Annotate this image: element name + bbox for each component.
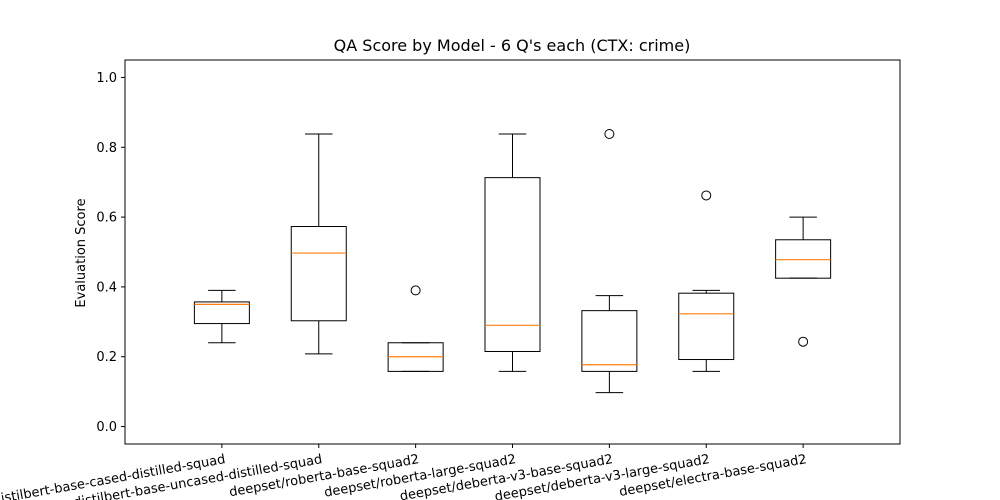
box-group bbox=[678, 190, 735, 372]
outlier-point bbox=[701, 190, 712, 201]
y-tick-label: 0.4 bbox=[96, 280, 117, 295]
box bbox=[290, 226, 347, 322]
y-axis: 0.0 0.2 0.4 0.6 0.8 1.0 bbox=[96, 71, 125, 435]
box-group bbox=[193, 289, 250, 344]
y-tick-label: 0.2 bbox=[96, 350, 117, 365]
y-tick-label: 0.6 bbox=[96, 211, 117, 226]
box-group bbox=[775, 216, 832, 347]
outlier-point bbox=[410, 285, 421, 296]
box bbox=[678, 292, 735, 361]
box-group bbox=[387, 285, 444, 372]
box bbox=[484, 177, 541, 352]
y-tick-label: 1.0 bbox=[96, 71, 117, 86]
box-group bbox=[484, 133, 541, 372]
box-group bbox=[581, 129, 638, 394]
y-tick-label: 0.0 bbox=[96, 420, 117, 435]
box-group bbox=[290, 133, 347, 355]
x-axis: distilbert-base-cased-distilled-squaddis… bbox=[0, 444, 808, 500]
box bbox=[581, 310, 638, 372]
plot-frame bbox=[124, 59, 901, 445]
box bbox=[193, 301, 250, 325]
outlier-point bbox=[798, 336, 809, 347]
outlier-point bbox=[604, 129, 615, 140]
boxes-layer bbox=[193, 129, 832, 394]
box bbox=[775, 239, 832, 279]
y-axis-label: Evaluation Score bbox=[74, 198, 89, 307]
y-tick-label: 0.8 bbox=[96, 141, 117, 156]
chart-title: QA Score by Model - 6 Q's each (CTX: cri… bbox=[334, 36, 691, 55]
